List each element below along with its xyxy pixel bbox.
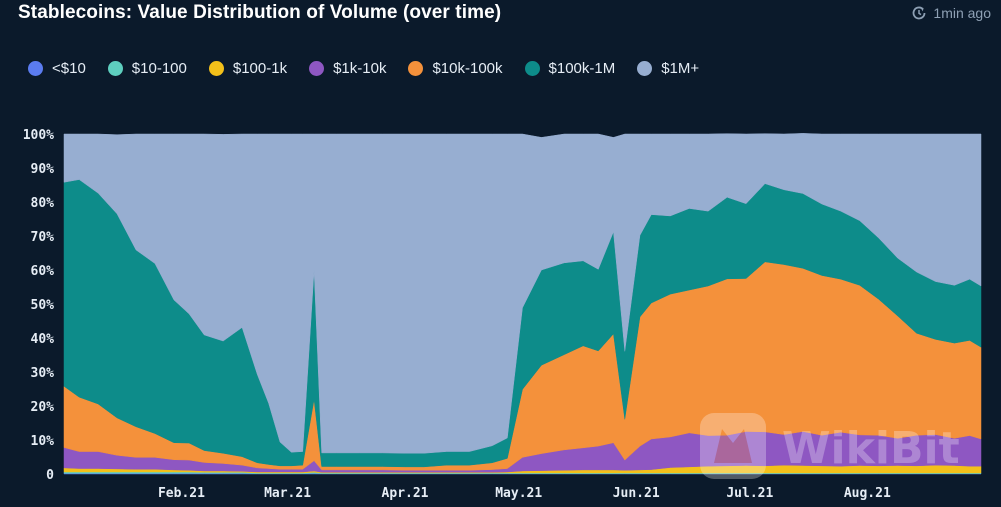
y-tick-label: 0 (46, 468, 54, 483)
y-tick-label: 70% (31, 230, 55, 245)
y-tick-label: 50% (31, 298, 55, 313)
y-tick-label: 80% (31, 196, 55, 211)
y-tick-label: 20% (31, 400, 55, 415)
y-tick-label: 60% (31, 264, 55, 279)
x-tick-label: Jul.21 (726, 486, 773, 501)
legend-label: $1M+ (661, 60, 700, 77)
legend-swatch (637, 61, 653, 76)
legend-item[interactable]: $1k-10k (309, 60, 386, 77)
x-tick-label: Jun.21 (613, 486, 660, 501)
wikibit-logo-icon: WikiBit (700, 413, 960, 479)
legend-swatch (28, 61, 43, 76)
refresh-clock-icon[interactable] (911, 5, 927, 21)
legend-swatch (208, 61, 224, 76)
watermark-text: WikiBit (782, 423, 960, 474)
last-updated-text: 1min ago (933, 5, 991, 21)
legend-label: $10k-100k (432, 60, 503, 77)
last-updated: 1min ago (911, 5, 991, 21)
x-tick-label: Aug.21 (844, 486, 891, 501)
legend-item[interactable]: $100k-1M (524, 60, 616, 77)
legend-item[interactable]: $10-100 (107, 60, 187, 77)
legend-swatch (524, 61, 540, 76)
legend-label: $10-100 (131, 60, 187, 77)
y-tick-label: 40% (31, 332, 55, 347)
chart-legend: <$10 $10-100 $100-1k $1k-10k $10k-100k $100k-… (28, 60, 721, 77)
watermark-mark (714, 429, 752, 463)
legend-label: <$10 (52, 60, 86, 77)
legend-item[interactable]: $10k-100k (408, 60, 503, 77)
legend-swatch (408, 61, 424, 76)
legend-swatch (107, 61, 123, 76)
legend-item[interactable]: $100-1k (208, 60, 288, 77)
chart-title: Stablecoins: Value Distribution of Volum… (18, 2, 502, 23)
watermark-badge (700, 413, 766, 479)
y-tick-label: 10% (31, 434, 55, 449)
y-tick-label: 100% (23, 128, 54, 143)
legend-item[interactable]: <$10 (28, 60, 86, 77)
legend-swatch (309, 61, 325, 76)
x-tick-label: Apr.21 (382, 486, 429, 501)
legend-label: $100-1k (232, 60, 288, 77)
legend-label: $100k-1M (548, 60, 616, 77)
x-tick-label: Mar.21 (264, 486, 311, 501)
x-tick-label: May.21 (495, 486, 542, 501)
legend-item[interactable]: $1M+ (637, 60, 699, 77)
legend-label: $1k-10k (333, 60, 387, 77)
y-tick-label: 90% (31, 162, 55, 177)
x-tick-label: Feb.21 (158, 486, 205, 501)
series-area (63, 133, 982, 454)
y-tick-label: 30% (31, 366, 55, 381)
